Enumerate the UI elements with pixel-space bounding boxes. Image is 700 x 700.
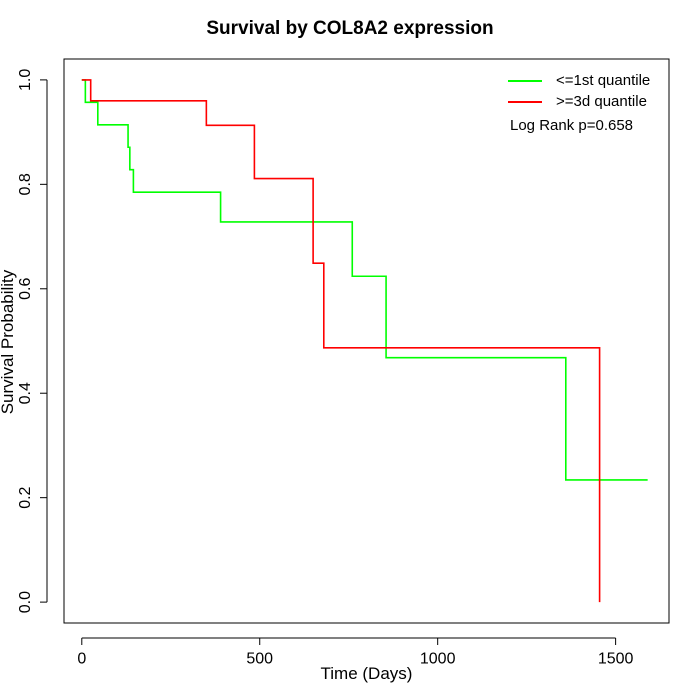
x-tick-label: 500: [246, 650, 273, 667]
y-tick-label: 0.6: [17, 278, 34, 300]
series-line-low: [81, 79, 648, 481]
log-rank-annotation: Log Rank p=0.658: [510, 117, 634, 134]
x-tick-label: 1000: [420, 650, 456, 667]
chart-title: Survival by COL8A2 expression: [206, 18, 494, 39]
y-tick-label: 0.4: [17, 382, 34, 404]
series-layer: [81, 79, 648, 603]
y-tick-label: 0.8: [17, 173, 34, 195]
legend-swatch-low: [508, 79, 542, 82]
legend-entry-low: <=1st quantile: [508, 70, 650, 91]
legend-entry-high: >=3d quantile: [508, 91, 650, 112]
y-tick-label: 0.2: [17, 486, 34, 508]
y-axis-label: Survival Probability: [0, 269, 17, 415]
y-axis: 0.0 0.2 0.4 0.6 0.8 1.0: [17, 69, 48, 613]
legend-label-high: >=3d quantile: [556, 93, 647, 110]
series-line-high: [81, 79, 601, 603]
legend-label-low: <=1st quantile: [556, 72, 651, 89]
x-tick-label: 0: [77, 650, 86, 667]
y-tick-label: 1.0: [17, 69, 34, 91]
y-tick-label: 0.0: [17, 591, 34, 613]
x-axis-label: Time (Days): [320, 664, 413, 683]
x-axis: 0 500 1000 1500: [77, 637, 634, 667]
legend-swatch-high: [508, 100, 542, 103]
legend: <=1st quantile >=3d quantile: [508, 70, 650, 112]
x-tick-label: 1500: [598, 650, 634, 667]
plot-frame: [63, 58, 670, 624]
